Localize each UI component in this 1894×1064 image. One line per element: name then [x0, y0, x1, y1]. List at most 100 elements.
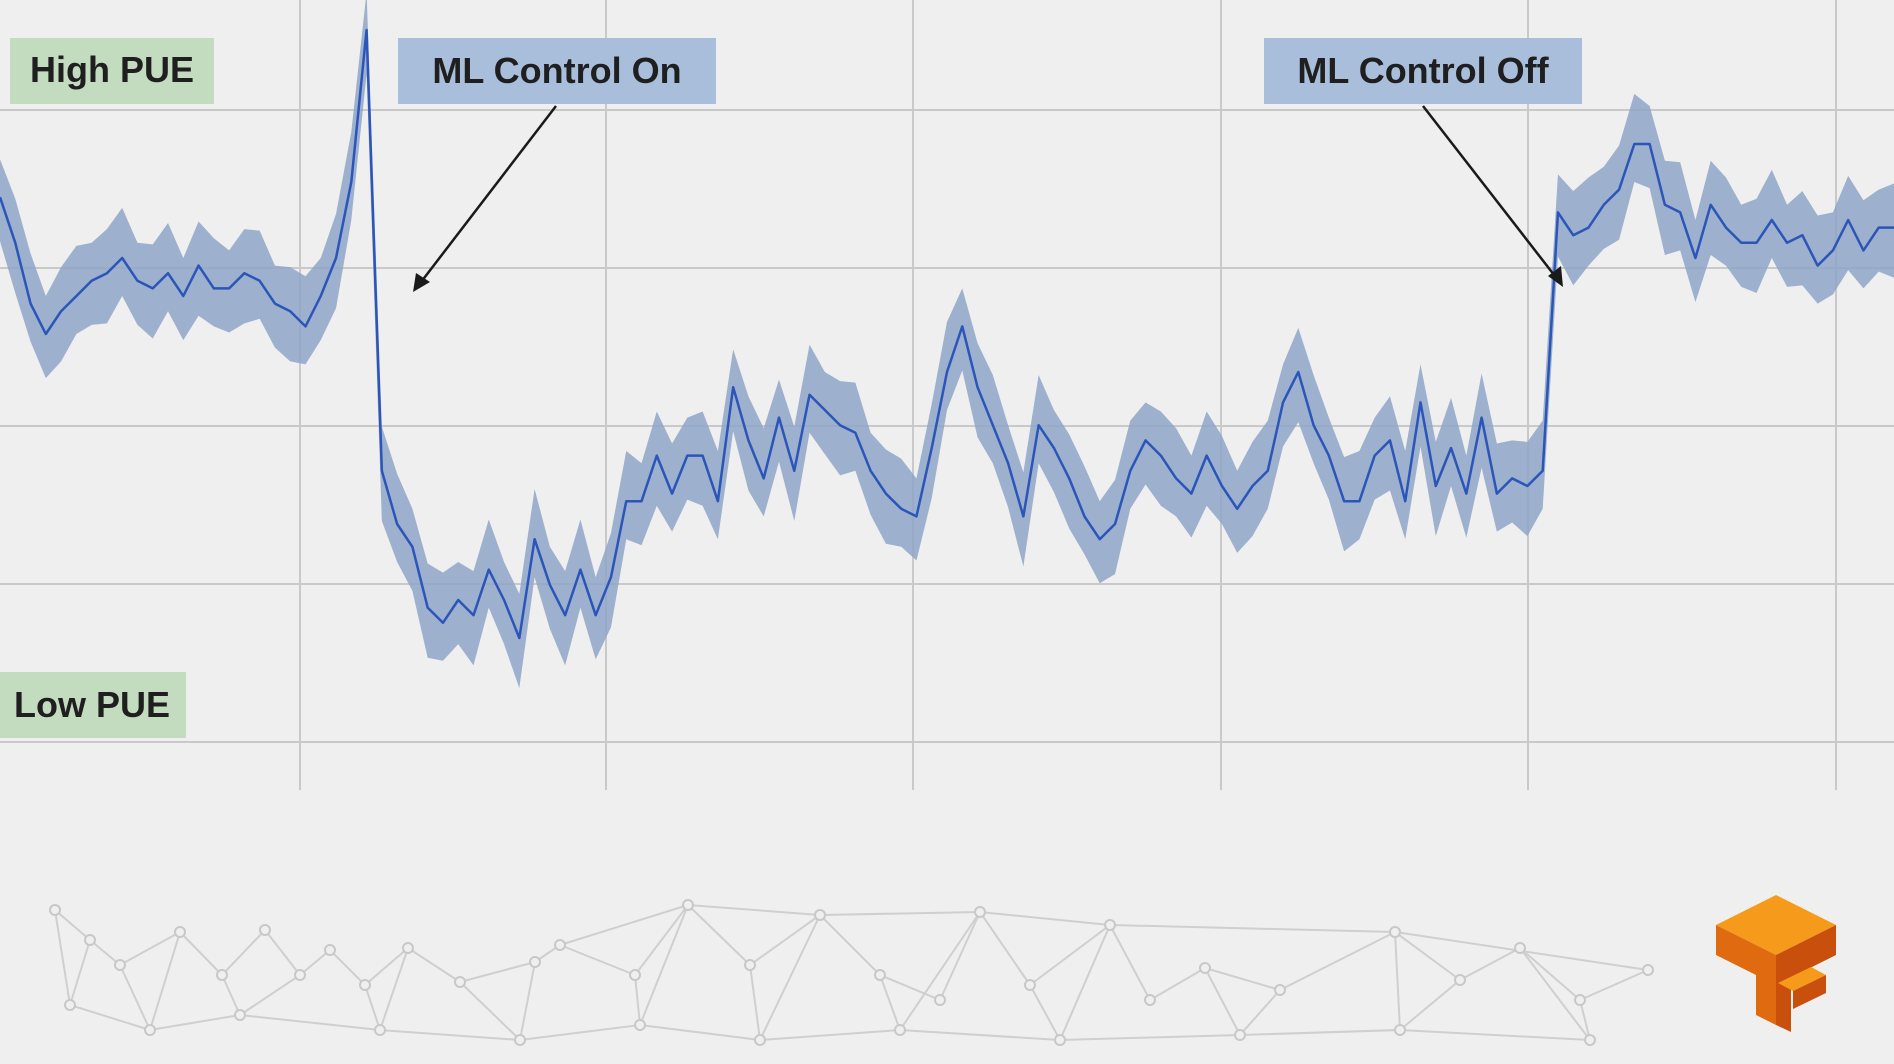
mesh-edge [687, 904, 751, 966]
mesh-edge [759, 914, 821, 1041]
mesh-node [359, 979, 371, 991]
mesh-edge [1239, 1029, 1401, 1036]
mesh-node [1024, 979, 1036, 991]
mesh-edge [1459, 947, 1521, 981]
mesh-node [629, 969, 641, 981]
mesh-node [1274, 984, 1286, 996]
mesh-node [454, 976, 466, 988]
mesh-edge [407, 947, 461, 983]
mesh-edge [69, 939, 91, 1006]
mesh-edge [1519, 947, 1581, 1001]
mesh-edge [221, 929, 266, 976]
mesh-edge [819, 911, 981, 916]
mesh-edge [1204, 967, 1241, 1036]
mesh-edge [519, 1024, 641, 1041]
annotation-box [398, 38, 716, 104]
mesh-node [554, 939, 566, 951]
mesh-edge [149, 1014, 241, 1031]
mesh-edge [899, 911, 981, 1031]
mesh-edge [1579, 969, 1649, 1001]
annotation-ml-control-off: ML Control Off [1264, 38, 1582, 287]
high-pue-label: High PUE [10, 38, 214, 104]
mesh-edge [54, 909, 71, 1006]
mesh-node [1394, 1024, 1406, 1036]
mesh-edge [899, 1029, 1061, 1041]
mesh-edge [1029, 984, 1061, 1041]
mesh-node [114, 959, 126, 971]
mesh-node [1144, 994, 1156, 1006]
mesh-node [1104, 919, 1116, 931]
arrow-head-icon [413, 273, 430, 292]
mesh-node [754, 1034, 766, 1046]
mesh-edge [979, 911, 1111, 926]
mesh-edge [119, 931, 181, 966]
mesh-node [64, 999, 76, 1011]
mesh-edge [687, 904, 821, 916]
mesh-node [144, 1024, 156, 1036]
mesh-node [374, 1024, 386, 1036]
mesh-node [234, 1009, 246, 1021]
mesh-edge [239, 974, 301, 1016]
mesh-node [402, 942, 414, 954]
mesh-node [1199, 962, 1211, 974]
mesh-edge [1394, 931, 1401, 1031]
high-pue-box [10, 38, 214, 104]
mesh-node [324, 944, 336, 956]
mesh-node [529, 956, 541, 968]
mesh-edge [379, 1029, 521, 1041]
mesh-edge [1059, 924, 1111, 1041]
mesh-edge [1109, 924, 1396, 933]
low-pue-label: Low PUE [0, 672, 186, 738]
annotation-text: ML Control Off [1297, 50, 1549, 91]
mesh-node [1234, 1029, 1246, 1041]
mesh-node [259, 924, 271, 936]
mesh-edge [264, 929, 301, 976]
mesh-node [1454, 974, 1466, 986]
high-pue-text: High PUE [30, 49, 194, 90]
annotation-text: ML Control On [432, 50, 681, 91]
mesh-edge [364, 947, 409, 986]
mesh-edge [1279, 931, 1396, 991]
arrow-line [417, 105, 557, 287]
annotation-ml-control-on: ML Control On [398, 38, 716, 292]
arrow-line [1422, 105, 1559, 281]
mesh-edge [1579, 999, 1591, 1041]
mesh-edge [364, 984, 381, 1031]
mesh-edge [179, 931, 223, 976]
mesh-edge [54, 909, 91, 941]
mesh-edge [559, 944, 636, 976]
mesh-edge [69, 1004, 151, 1031]
annotation-box [1264, 38, 1582, 104]
mesh-edge [221, 974, 241, 1016]
mesh-edge [749, 914, 821, 966]
mesh-edge [749, 964, 761, 1041]
mesh-edge [149, 931, 181, 1031]
mesh-edge [979, 911, 1031, 986]
mesh-node [49, 904, 61, 916]
mesh-edge [639, 904, 689, 1026]
mesh-edge [1109, 924, 1151, 1001]
mesh-edge [1394, 931, 1461, 981]
tensorflow-logo-icon [1716, 895, 1836, 1032]
mesh-edge [239, 1014, 381, 1031]
mesh-edge [639, 1024, 761, 1041]
mesh-node [514, 1034, 526, 1046]
mesh-edge [1239, 989, 1281, 1036]
mesh-edge [1204, 967, 1281, 991]
mesh-edge [459, 961, 536, 983]
mesh-edge [634, 904, 689, 976]
series-confidence-band [0, 0, 1894, 689]
mesh-node [1642, 964, 1654, 976]
mesh-node [1514, 942, 1526, 954]
mesh-node [814, 909, 826, 921]
mesh-edge [879, 974, 941, 1001]
mesh-node [744, 959, 756, 971]
mesh-node [174, 926, 186, 938]
mesh-edge [519, 961, 536, 1041]
mesh-edge [329, 949, 366, 986]
mesh-node [894, 1024, 906, 1036]
mesh-edge [1149, 967, 1206, 1001]
mesh-edge [819, 914, 881, 976]
mesh-edge [759, 1029, 901, 1041]
